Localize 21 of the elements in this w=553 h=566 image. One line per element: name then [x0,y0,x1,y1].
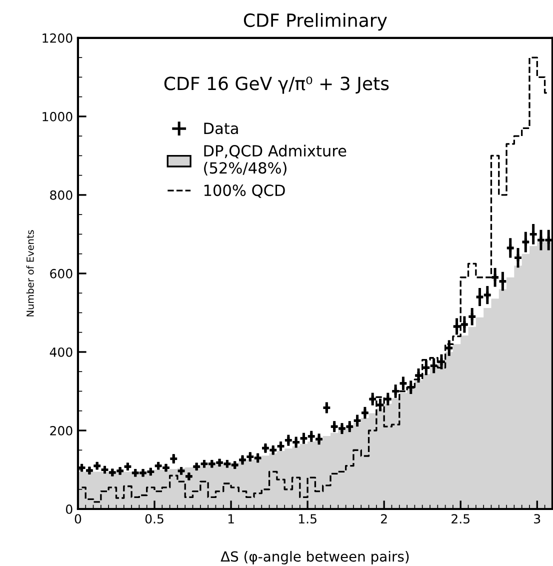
y-tick-label: 600 [50,268,72,278]
x-tick-label: 2.5 [452,514,470,524]
annotation: CDF 16 GeV γ/π⁰ + 3 Jets [164,76,389,94]
chart-title: CDF Preliminary [244,13,387,31]
x-tick-label: 2 [381,514,387,524]
y-tick-label: 1000 [42,112,72,122]
y-tick-label: 400 [50,347,72,357]
x-tick-label: 1.5 [298,514,316,524]
x-tick-label: 0.5 [145,514,164,524]
y-tick-label: 200 [50,426,72,436]
y-tick-label: 1200 [42,33,72,43]
x-tick-label: 1 [228,514,234,524]
legend-label: DP,QCD Admixture (52%/48%) [204,144,346,176]
x-tick-label: 0 [74,514,82,524]
legend-label: Data [204,122,238,134]
y-tick-label: 0 [66,504,72,514]
y-tick-label: 800 [50,190,72,200]
legend-label: 100% QCD [204,184,285,198]
x-tick-label: 3 [534,514,540,524]
y-axis-title: Number of Events [26,230,34,316]
x-axis-title: ΔS (φ-angle between pairs) [220,550,409,564]
